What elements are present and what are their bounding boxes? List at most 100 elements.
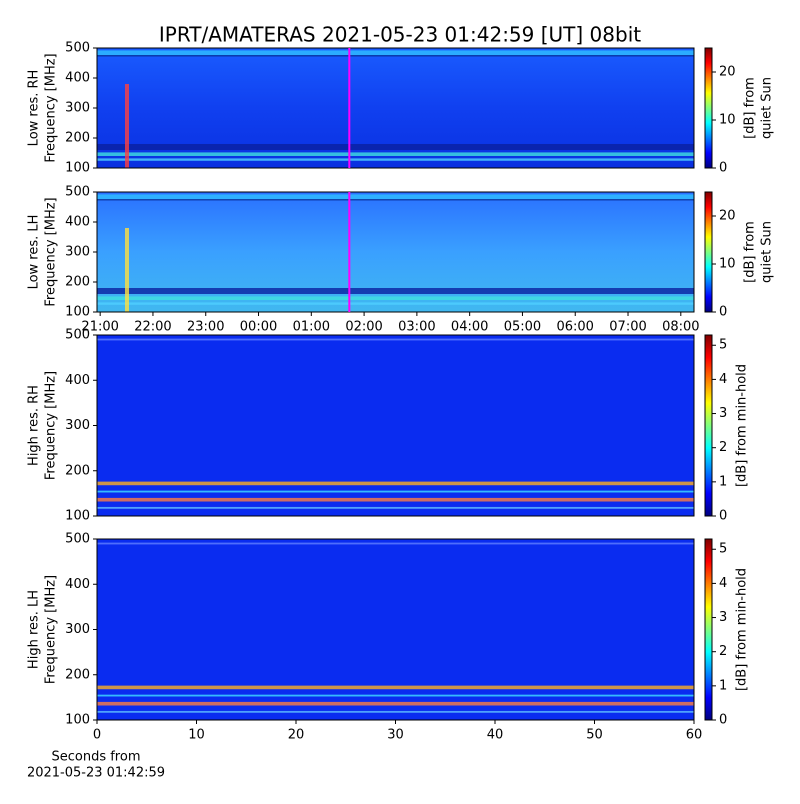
colorbar-label: quiet Sun (760, 77, 775, 139)
colorbar-tick-label: 3 (719, 406, 727, 421)
x-tick-label: 10 (188, 728, 205, 743)
image-band (97, 288, 694, 294)
y-tick-label: 500 (65, 185, 90, 200)
x-tick-label: 07:00 (609, 320, 646, 335)
y-axis-label: High res. RH (27, 385, 42, 466)
spectrogram-image (97, 539, 694, 720)
image-band (97, 152, 694, 156)
x-tick-label: 08:00 (662, 320, 699, 335)
image-band (97, 55, 694, 57)
y-axis-label: Frequency [MHz] (44, 371, 59, 480)
colorbar-tick-label: 0 (719, 509, 727, 524)
y-axis-label: High res. LH (27, 590, 42, 669)
y-tick-label: 300 (65, 245, 90, 260)
x-tick-label: 00:00 (240, 320, 277, 335)
y-tick-label: 300 (65, 101, 90, 116)
colorbar-tick-label: 4 (719, 372, 727, 387)
image-band (97, 490, 694, 493)
colorbar-label: [dB] from min-hold (735, 364, 750, 487)
y-tick-label: 400 (65, 577, 90, 592)
y-tick-label: 200 (65, 667, 90, 682)
image-band (97, 497, 694, 502)
image-band (97, 338, 694, 341)
x-tick-label: 01:00 (293, 320, 330, 335)
y-tick-label: 500 (65, 328, 90, 343)
x-tick-label: 20 (288, 728, 305, 743)
image-band (97, 701, 694, 706)
colorbar-label: [dB] from (743, 77, 758, 139)
y-tick-label: 300 (65, 418, 90, 433)
y-axis-label: Frequency [MHz] (44, 575, 59, 684)
x-tick-label: 30 (387, 728, 404, 743)
colorbar-label: [dB] from (743, 221, 758, 283)
x-tick-label: 03:00 (398, 320, 435, 335)
colorbar-tick-label: 0 (719, 161, 727, 176)
y-tick-label: 200 (65, 463, 90, 478)
image-band (97, 302, 694, 305)
y-tick-label: 300 (65, 622, 90, 637)
x-tick-label: 04:00 (451, 320, 488, 335)
y-tick-label: 100 (65, 305, 90, 320)
x-axis-label: 2021-05-23 01:42:59 (27, 766, 165, 781)
colorbar (704, 334, 713, 517)
y-tick-label: 100 (65, 161, 90, 176)
y-tick-label: 100 (65, 713, 90, 728)
colorbar-tick-label: 5 (719, 338, 727, 353)
x-tick-label: 0 (93, 728, 101, 743)
image-band (97, 481, 694, 486)
y-tick-label: 400 (65, 71, 90, 86)
y-axis-label: Frequency [MHz] (44, 53, 59, 162)
y-axis-label: Low res. LH (27, 215, 42, 290)
colorbar-tick-label: 1 (719, 678, 727, 693)
image-band (97, 685, 694, 690)
image-band (97, 542, 694, 545)
colorbar-tick-label: 4 (719, 576, 727, 591)
colorbar-tick-label: 20 (719, 65, 736, 80)
y-tick-label: 500 (65, 532, 90, 547)
image-band (97, 144, 694, 150)
y-tick-label: 500 (65, 41, 90, 56)
x-tick-label: 40 (487, 728, 504, 743)
colorbar-tick-label: 10 (719, 257, 736, 272)
image-band (97, 50, 694, 56)
y-tick-label: 200 (65, 131, 90, 146)
x-tick-label: 06:00 (556, 320, 593, 335)
y-tick-label: 400 (65, 373, 90, 388)
colorbar-tick-label: 3 (719, 610, 727, 625)
x-tick-label: 22:00 (134, 320, 171, 335)
y-tick-label: 200 (65, 275, 90, 290)
x-tick-label: 21:00 (81, 320, 118, 335)
colorbar (704, 47, 713, 169)
colorbar (704, 538, 713, 721)
image-band (97, 710, 694, 713)
image-band (97, 506, 694, 509)
image-band (97, 296, 694, 300)
x-axis-label: Seconds from (51, 750, 140, 765)
y-tick-label: 400 (65, 215, 90, 230)
image-burst (125, 84, 129, 168)
y-axis-label: Low res. RH (27, 70, 42, 147)
colorbar (704, 191, 713, 313)
colorbar-tick-label: 2 (719, 644, 727, 659)
image-band (97, 694, 694, 697)
image-band (97, 158, 694, 161)
colorbar-tick-label: 2 (719, 440, 727, 455)
x-tick-label: 60 (686, 728, 703, 743)
colorbar-tick-label: 20 (719, 209, 736, 224)
image-band (97, 194, 694, 200)
colorbar-label: [dB] from min-hold (735, 568, 750, 691)
spectrogram-image (97, 335, 694, 516)
x-tick-label: 05:00 (504, 320, 541, 335)
image-band (97, 199, 694, 201)
colorbar-label: quiet Sun (760, 221, 775, 283)
colorbar-tick-label: 0 (719, 713, 727, 728)
colorbar-tick-label: 10 (719, 113, 736, 128)
x-tick-label: 23:00 (187, 320, 224, 335)
x-tick-label: 02:00 (345, 320, 382, 335)
x-tick-label: 50 (586, 728, 603, 743)
colorbar-tick-label: 0 (719, 305, 727, 320)
colorbar-tick-label: 1 (719, 474, 727, 489)
y-axis-label: Frequency [MHz] (44, 197, 59, 306)
image-burst (125, 228, 129, 312)
